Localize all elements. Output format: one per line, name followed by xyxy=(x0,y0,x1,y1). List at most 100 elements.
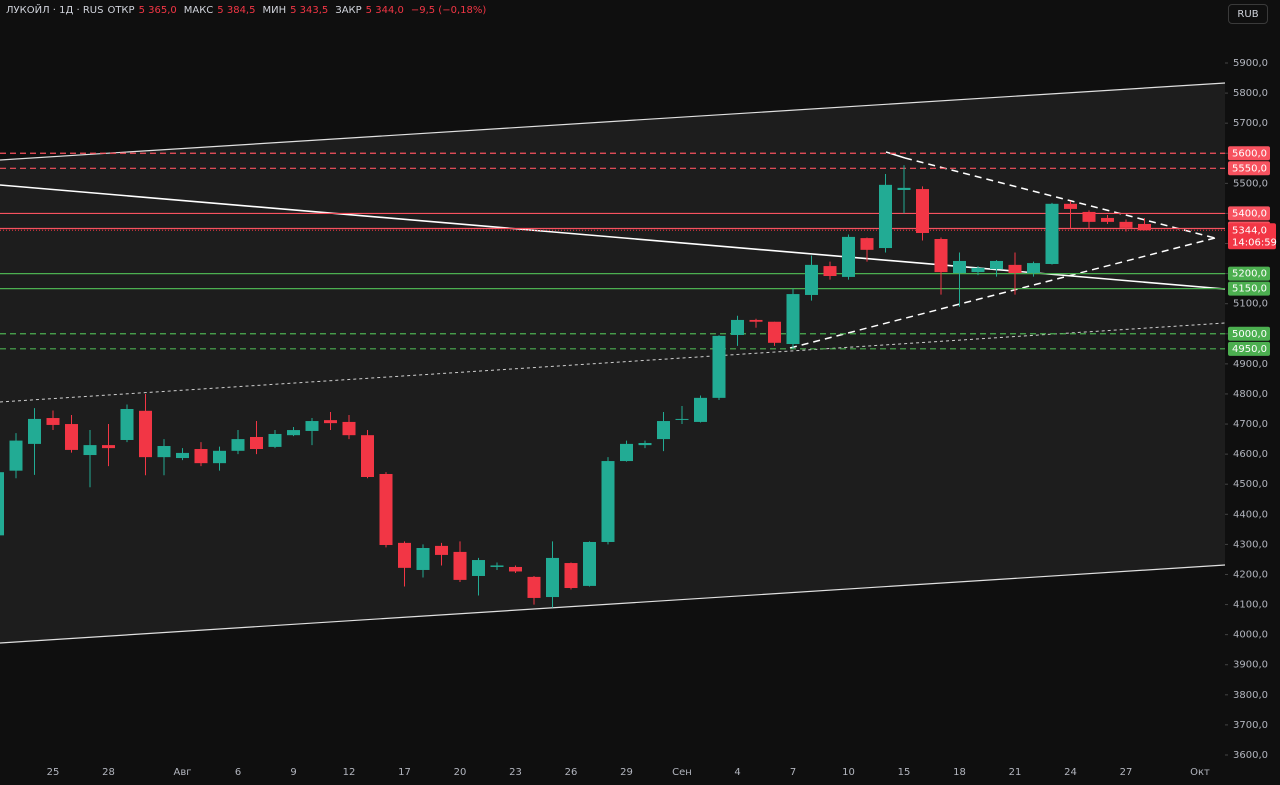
candle-body xyxy=(157,446,171,458)
y-tick-label: 5500,0 xyxy=(1233,178,1268,189)
x-tick-label: 24 xyxy=(1064,767,1077,778)
y-tick-label: 3600,0 xyxy=(1233,750,1268,761)
candle-body xyxy=(564,563,578,589)
last-price-timer: 14:06:59 xyxy=(1232,237,1277,248)
candle-body xyxy=(527,576,541,598)
header: ЛУКОЙЛ · 1Д · RUS ОТКР 5 365,0 МАКС 5 384,… xyxy=(6,5,489,16)
x-tick-label: 12 xyxy=(343,767,356,778)
candle-body xyxy=(65,424,78,450)
y-tick-label: 4200,0 xyxy=(1233,569,1268,580)
triangle-upper xyxy=(904,157,1216,239)
dotted-trend-line xyxy=(0,322,1226,403)
candle-body xyxy=(823,266,837,277)
candle-body xyxy=(953,260,966,274)
triangle-edge xyxy=(885,151,906,159)
x-tick-label: 25 xyxy=(47,767,60,778)
candle-body xyxy=(1101,217,1114,222)
level-label: 5000,0 xyxy=(1232,329,1267,340)
last-price-tag xyxy=(1228,223,1276,250)
candle-body xyxy=(638,442,652,446)
y-tick-label: 4300,0 xyxy=(1233,539,1268,550)
high-value: 5 384,5 xyxy=(217,5,256,16)
candle-body xyxy=(860,238,874,250)
candle-body xyxy=(435,545,448,555)
candle-body xyxy=(194,449,208,464)
candle-body xyxy=(324,420,337,424)
level-label: 5200,0 xyxy=(1232,269,1267,280)
candle-body xyxy=(620,443,633,462)
x-tick-label: Окт xyxy=(1190,767,1210,778)
x-tick-label: 23 xyxy=(509,767,522,778)
symbol: ЛУКОЙЛ · 1Д · RUS xyxy=(6,5,104,16)
candles xyxy=(0,165,1151,608)
candle-body xyxy=(601,461,615,542)
close-value: 5 344,0 xyxy=(365,5,404,16)
x-tick-label: 2 xyxy=(0,767,1,778)
candle-body xyxy=(657,421,670,440)
x-tick-label: 27 xyxy=(1120,767,1133,778)
level-tag xyxy=(1228,146,1270,161)
candle-body xyxy=(1045,203,1059,264)
candle-body xyxy=(361,435,374,477)
open-value: 5 365,0 xyxy=(138,5,177,16)
level-tag xyxy=(1228,341,1270,356)
y-tick-label: 4000,0 xyxy=(1233,630,1268,641)
candle-body xyxy=(731,319,744,335)
candle-body xyxy=(213,450,226,464)
axes: 3600,0 3700,0 3800,0 3900,0 4000,0 4100,0 4200… xyxy=(0,58,1277,778)
candle-body xyxy=(934,239,948,273)
candle-body xyxy=(583,541,596,586)
candle-body xyxy=(879,184,892,249)
x-tick-label: 10 xyxy=(842,767,855,778)
x-tick-label: 6 xyxy=(235,767,241,778)
triangle-lower xyxy=(789,237,1216,349)
candle-body xyxy=(305,421,319,431)
open-label: ОТКР xyxy=(107,5,135,16)
level-label: 5550,0 xyxy=(1232,163,1267,174)
candle-body xyxy=(490,565,504,567)
x-tick-label: 21 xyxy=(1009,767,1022,778)
x-tick-label: 15 xyxy=(898,767,911,778)
x-tick-label: 4 xyxy=(734,767,740,778)
candle-body xyxy=(712,335,726,398)
level-label: 5150,0 xyxy=(1232,284,1267,295)
candle-body xyxy=(46,418,60,425)
level-tag xyxy=(1228,206,1270,221)
level-label: 5400,0 xyxy=(1232,208,1267,219)
y-tick-label: 4100,0 xyxy=(1233,600,1268,611)
levels xyxy=(0,152,1225,350)
candle-body xyxy=(102,445,115,449)
candle-body xyxy=(120,409,134,440)
candle-body xyxy=(990,260,1003,270)
y-tick-label: 4700,0 xyxy=(1233,419,1268,430)
candle-body xyxy=(1119,221,1133,228)
candle-body xyxy=(139,410,152,458)
candle-body xyxy=(1064,203,1077,209)
currency-button[interactable]: RUB xyxy=(1228,4,1268,24)
y-tick-label: 5700,0 xyxy=(1233,118,1268,129)
last-price-label: 5344,0 xyxy=(1232,225,1267,236)
y-tick-label: 4900,0 xyxy=(1233,359,1268,370)
y-tick-label: 5900,0 xyxy=(1233,58,1268,69)
candle-body xyxy=(768,321,781,343)
high-label: МАКС xyxy=(183,5,214,16)
candle-body xyxy=(916,189,929,233)
y-tick-label: 3900,0 xyxy=(1233,660,1268,671)
candle-body xyxy=(28,418,41,444)
low-value: 5 343,5 xyxy=(290,5,329,16)
level-tag xyxy=(1228,281,1270,296)
candle-body xyxy=(509,566,522,572)
y-tick-label: 4500,0 xyxy=(1233,479,1268,490)
candle-body xyxy=(379,473,393,545)
candle-body xyxy=(0,472,4,536)
x-tick-label: 9 xyxy=(290,767,296,778)
y-tick-label: 4400,0 xyxy=(1233,509,1268,520)
candle-body xyxy=(675,418,689,420)
level-tag xyxy=(1228,161,1270,176)
x-tick-label: 29 xyxy=(620,767,633,778)
level-tag xyxy=(1228,326,1270,341)
candle-body xyxy=(1027,263,1040,274)
channel-top xyxy=(0,82,1226,161)
